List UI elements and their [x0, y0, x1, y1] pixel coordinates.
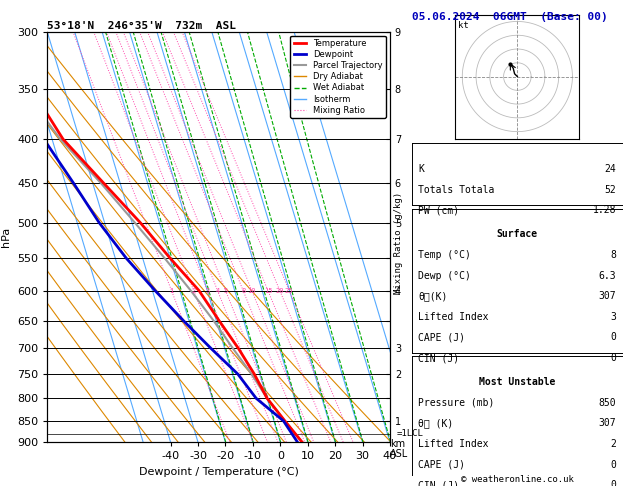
Text: Dewp (°C): Dewp (°C) — [418, 271, 471, 280]
Text: km
ASL: km ASL — [390, 439, 408, 459]
Text: 1: 1 — [169, 288, 174, 294]
Text: K: K — [418, 164, 424, 174]
Text: =1LCL: =1LCL — [397, 429, 424, 438]
Text: CAPE (J): CAPE (J) — [418, 460, 465, 469]
Text: 1.28: 1.28 — [593, 205, 616, 215]
Text: 52: 52 — [604, 185, 616, 195]
Text: Most Unstable: Most Unstable — [479, 377, 555, 387]
Legend: Temperature, Dewpoint, Parcel Trajectory, Dry Adiabat, Wet Adiabat, Isotherm, Mi: Temperature, Dewpoint, Parcel Trajectory… — [291, 36, 386, 118]
Text: Lifted Index: Lifted Index — [418, 312, 489, 322]
Text: 0: 0 — [611, 460, 616, 469]
Text: 3: 3 — [205, 288, 209, 294]
Text: 307: 307 — [599, 291, 616, 301]
Text: θᴇ(K): θᴇ(K) — [418, 291, 448, 301]
Text: 3: 3 — [611, 312, 616, 322]
Text: 4: 4 — [216, 288, 220, 294]
Text: 0: 0 — [611, 332, 616, 343]
Text: 10: 10 — [248, 288, 256, 294]
Y-axis label: hPa: hPa — [1, 227, 11, 247]
Text: 24: 24 — [604, 164, 616, 174]
X-axis label: Dewpoint / Temperature (°C): Dewpoint / Temperature (°C) — [138, 467, 299, 477]
Text: CIN (J): CIN (J) — [418, 353, 459, 363]
Text: CAPE (J): CAPE (J) — [418, 332, 465, 343]
Text: 2: 2 — [192, 288, 196, 294]
Text: 0: 0 — [611, 353, 616, 363]
Text: 2: 2 — [611, 439, 616, 449]
Text: 8: 8 — [241, 288, 245, 294]
Text: 05.06.2024  06GMT  (Base: 00): 05.06.2024 06GMT (Base: 00) — [412, 12, 608, 22]
Text: PW (cm): PW (cm) — [418, 205, 459, 215]
Text: Temp (°C): Temp (°C) — [418, 250, 471, 260]
Text: 53°18'N  246°35'W  732m  ASL: 53°18'N 246°35'W 732m ASL — [47, 21, 236, 31]
Text: Lifted Index: Lifted Index — [418, 439, 489, 449]
Text: 0: 0 — [611, 480, 616, 486]
Text: 20: 20 — [276, 288, 284, 294]
Text: Pressure (mb): Pressure (mb) — [418, 398, 494, 408]
Text: Mixing Ratio (g/kg): Mixing Ratio (g/kg) — [394, 192, 403, 294]
Text: 307: 307 — [599, 418, 616, 428]
Text: 850: 850 — [599, 398, 616, 408]
Text: © weatheronline.co.uk: © weatheronline.co.uk — [460, 474, 574, 484]
Text: Surface: Surface — [497, 229, 538, 239]
Text: θᴇ (K): θᴇ (K) — [418, 418, 454, 428]
Text: Totals Totala: Totals Totala — [418, 185, 494, 195]
Text: 25: 25 — [285, 288, 294, 294]
Text: 5: 5 — [223, 288, 228, 294]
Text: 15: 15 — [264, 288, 272, 294]
Text: CIN (J): CIN (J) — [418, 480, 459, 486]
Text: kt: kt — [458, 21, 469, 31]
Text: 6.3: 6.3 — [599, 271, 616, 280]
Text: 8: 8 — [611, 250, 616, 260]
